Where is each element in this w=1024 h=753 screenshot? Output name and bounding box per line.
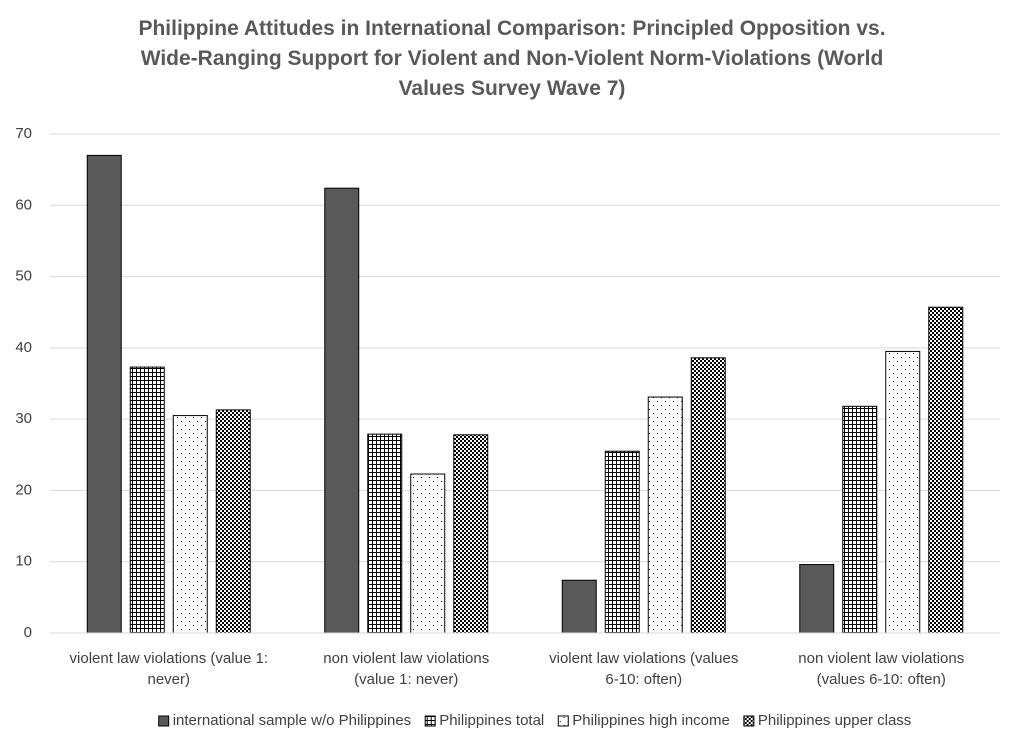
legend-label: Philippines total: [439, 712, 544, 729]
legend: international sample w/o Philippines Phil…: [158, 712, 911, 729]
legend-swatch: [424, 715, 436, 727]
bar: [604, 450, 640, 634]
y-tick-label: 50: [15, 268, 32, 285]
y-tick-label: 30: [15, 410, 32, 427]
bar: [885, 350, 921, 634]
bar: [561, 579, 597, 634]
legend-label: international sample w/o Philippines: [173, 712, 411, 729]
chart-title: Philippine Attitudes in International Co…: [138, 17, 886, 100]
x-tick-label: violent law violations (value 1: never): [69, 650, 268, 688]
bar: [324, 187, 360, 634]
bar: [928, 306, 964, 634]
y-tick-label: 0: [24, 624, 32, 641]
bar: [172, 415, 208, 634]
bar: [86, 154, 122, 634]
x-tick-label: non violent law violations (values 6-10:…: [798, 650, 965, 688]
legend-label: Philippines high income: [572, 712, 730, 729]
bar: [799, 564, 835, 634]
bar: [215, 409, 251, 634]
legend-swatch: [743, 715, 755, 727]
y-tick-label: 70: [15, 125, 32, 142]
bar: [367, 433, 403, 634]
bar: [129, 366, 165, 634]
bar: [453, 434, 489, 634]
x-tick-label: violent law violations (values 6-10: oft…: [549, 650, 739, 688]
legend-swatch: [557, 715, 569, 727]
y-tick-label: 20: [15, 481, 32, 498]
legend-swatch: [158, 715, 170, 727]
y-tick-label: 10: [15, 553, 32, 570]
bar: [647, 396, 683, 634]
bar: [842, 405, 878, 634]
legend-label: Philippines upper class: [758, 712, 911, 729]
bar: [690, 357, 726, 634]
y-tick-label: 40: [15, 339, 32, 356]
bar: [410, 473, 446, 634]
y-tick-label: 60: [15, 196, 32, 213]
x-tick-label: non violent law violations (value 1: nev…: [323, 650, 490, 688]
